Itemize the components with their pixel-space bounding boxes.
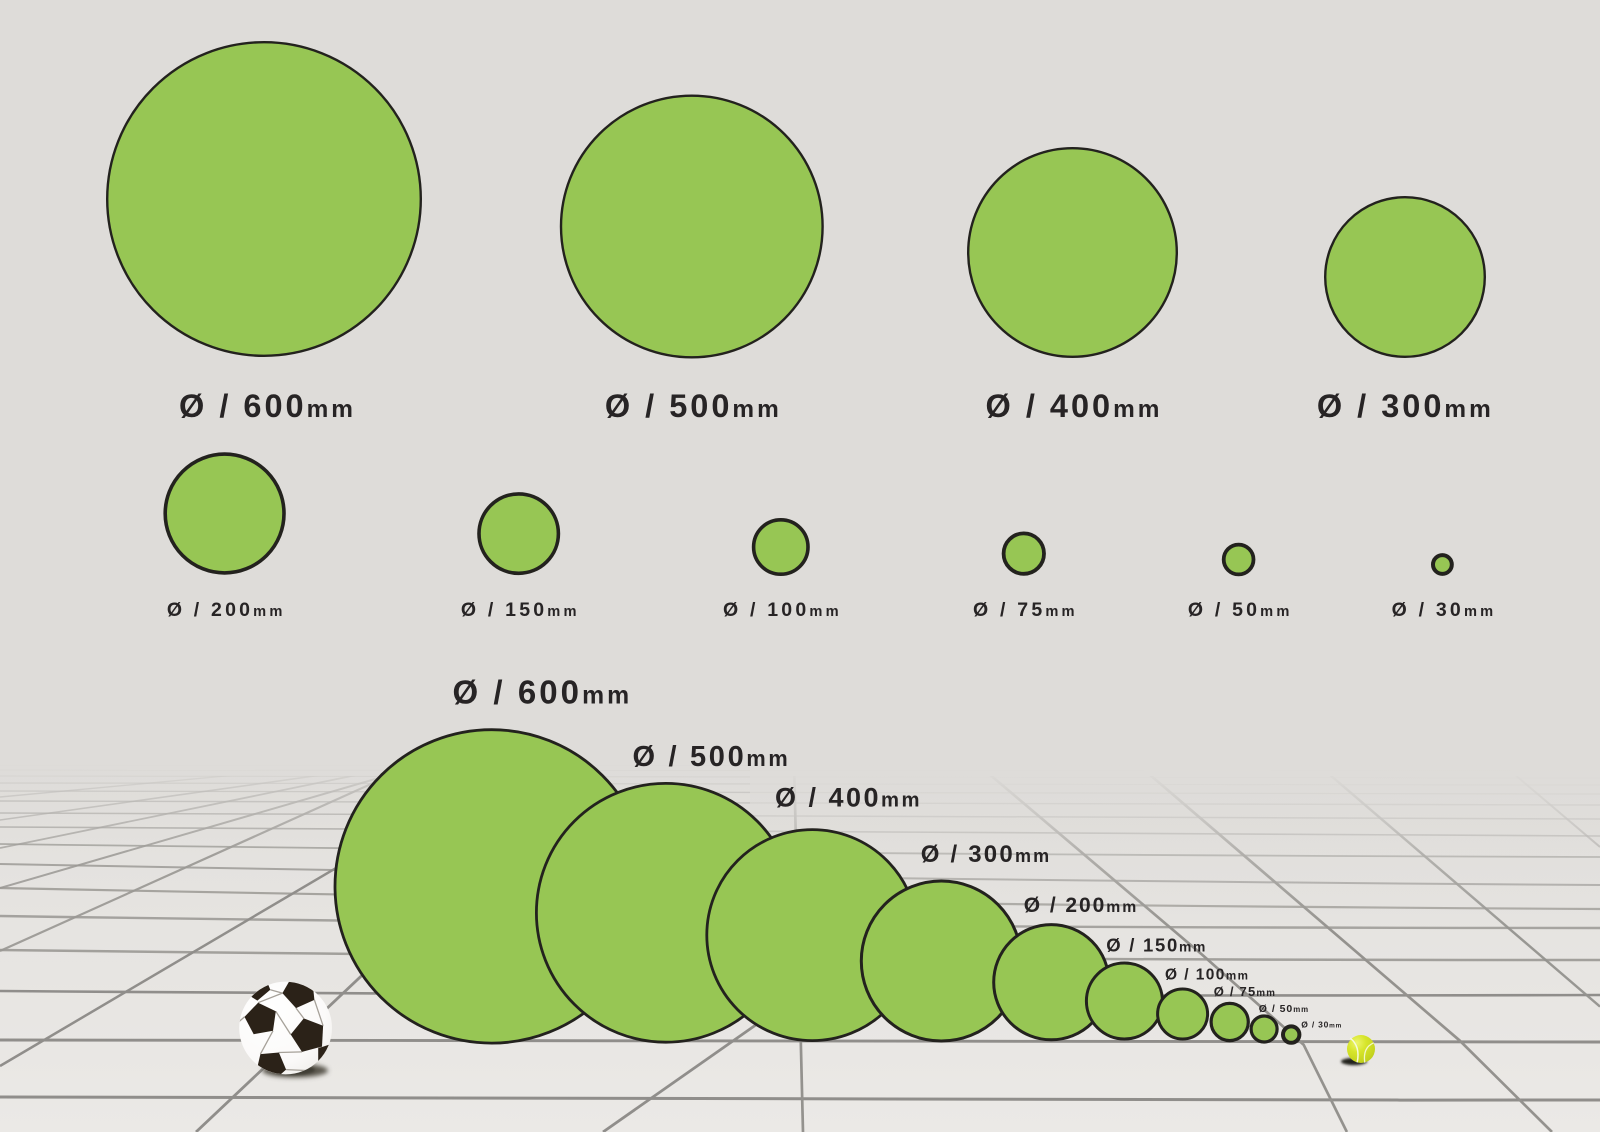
svg-text:Ø / 50mm: Ø / 50mm [1188,599,1293,621]
svg-text:Ø / 400mm: Ø / 400mm [986,388,1163,424]
svg-text:Ø / 300mm: Ø / 300mm [1317,388,1494,424]
svg-text:Ø / 75mm: Ø / 75mm [1214,984,1276,999]
svg-text:Ø / 600mm: Ø / 600mm [179,388,356,424]
svg-text:Ø / 200mm: Ø / 200mm [1024,894,1138,917]
svg-text:Ø / 30mm: Ø / 30mm [1392,599,1497,621]
svg-text:Ø / 100mm: Ø / 100mm [723,599,842,621]
svg-text:Ø / 30mm: Ø / 30mm [1301,1020,1342,1030]
svg-text:Ø / 200mm: Ø / 200mm [167,599,286,621]
svg-text:Ø / 150mm: Ø / 150mm [1106,935,1207,956]
svg-text:Ø / 150mm: Ø / 150mm [461,599,580,621]
svg-text:Ø / 300mm: Ø / 300mm [921,841,1052,868]
svg-text:Ø / 500mm: Ø / 500mm [633,741,791,773]
svg-text:Ø / 75mm: Ø / 75mm [973,599,1078,621]
svg-text:Ø / 100mm: Ø / 100mm [1165,967,1249,984]
svg-text:Ø / 50mm: Ø / 50mm [1259,1003,1309,1015]
